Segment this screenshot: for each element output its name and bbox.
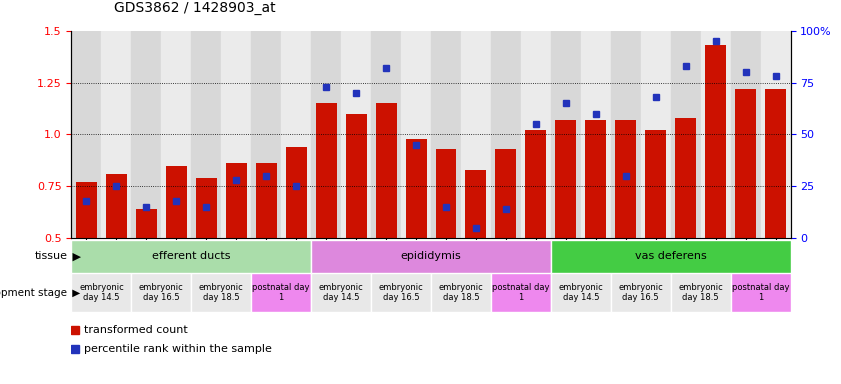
Text: vas deferens: vas deferens xyxy=(635,251,706,262)
Bar xyxy=(106,174,127,238)
Text: postnatal day
1: postnatal day 1 xyxy=(252,283,310,303)
Bar xyxy=(491,31,521,238)
Bar xyxy=(645,130,666,238)
Bar xyxy=(551,240,791,273)
Bar xyxy=(102,31,131,238)
Bar xyxy=(76,182,97,238)
Bar xyxy=(491,273,551,312)
Bar xyxy=(131,31,161,238)
Bar xyxy=(251,31,281,238)
Bar xyxy=(256,164,277,238)
Bar xyxy=(286,147,307,238)
Bar xyxy=(281,31,311,238)
Text: percentile rank within the sample: percentile rank within the sample xyxy=(84,344,272,354)
Bar xyxy=(311,31,341,238)
Bar xyxy=(611,273,670,312)
Text: transformed count: transformed count xyxy=(84,325,188,335)
Bar xyxy=(71,273,131,312)
Text: embryonic
day 18.5: embryonic day 18.5 xyxy=(679,283,723,303)
Bar xyxy=(436,149,457,238)
Bar xyxy=(376,103,397,238)
Bar xyxy=(191,273,251,312)
Bar xyxy=(495,149,516,238)
Bar xyxy=(405,139,426,238)
Bar xyxy=(735,89,756,238)
Bar xyxy=(705,45,726,238)
Text: embryonic
day 14.5: embryonic day 14.5 xyxy=(319,283,363,303)
Bar xyxy=(670,31,701,238)
Bar xyxy=(225,164,246,238)
Bar xyxy=(641,31,670,238)
Bar xyxy=(611,31,641,238)
Bar xyxy=(371,273,431,312)
Bar xyxy=(551,31,581,238)
Bar xyxy=(196,178,217,238)
Bar xyxy=(670,273,731,312)
Bar xyxy=(315,103,336,238)
Bar xyxy=(465,170,486,238)
Bar xyxy=(431,31,461,238)
Bar xyxy=(71,240,311,273)
Bar xyxy=(251,273,311,312)
Bar xyxy=(311,273,371,312)
Text: embryonic
day 14.5: embryonic day 14.5 xyxy=(79,283,124,303)
Text: embryonic
day 18.5: embryonic day 18.5 xyxy=(199,283,244,303)
Bar xyxy=(431,273,491,312)
Bar xyxy=(760,31,791,238)
Text: embryonic
day 16.5: embryonic day 16.5 xyxy=(618,283,663,303)
Text: GDS3862 / 1428903_at: GDS3862 / 1428903_at xyxy=(114,2,275,15)
Bar xyxy=(131,273,191,312)
Bar xyxy=(191,31,221,238)
Text: efferent ducts: efferent ducts xyxy=(152,251,230,262)
Bar xyxy=(311,240,551,273)
Text: epididymis: epididymis xyxy=(400,251,462,262)
Bar xyxy=(221,31,251,238)
Text: ▶: ▶ xyxy=(69,251,81,262)
Bar xyxy=(675,118,696,238)
Bar xyxy=(166,166,187,238)
Bar xyxy=(616,120,637,238)
Text: embryonic
day 18.5: embryonic day 18.5 xyxy=(439,283,484,303)
Bar xyxy=(461,31,491,238)
Bar xyxy=(551,273,611,312)
Bar xyxy=(371,31,401,238)
Bar xyxy=(731,273,791,312)
Bar xyxy=(581,31,611,238)
Bar xyxy=(555,120,576,238)
Text: embryonic
day 16.5: embryonic day 16.5 xyxy=(139,283,183,303)
Text: ▶: ▶ xyxy=(69,288,80,298)
Bar xyxy=(401,31,431,238)
Bar xyxy=(731,31,760,238)
Bar xyxy=(526,130,547,238)
Bar xyxy=(701,31,731,238)
Text: postnatal day
1: postnatal day 1 xyxy=(732,283,790,303)
Text: tissue: tissue xyxy=(34,251,67,262)
Bar xyxy=(346,114,367,238)
Bar xyxy=(521,31,551,238)
Bar xyxy=(765,89,786,238)
Bar xyxy=(136,209,157,238)
Bar xyxy=(161,31,191,238)
Text: postnatal day
1: postnatal day 1 xyxy=(492,283,550,303)
Text: embryonic
day 16.5: embryonic day 16.5 xyxy=(378,283,423,303)
Text: embryonic
day 14.5: embryonic day 14.5 xyxy=(558,283,603,303)
Bar xyxy=(585,120,606,238)
Text: development stage: development stage xyxy=(0,288,67,298)
Bar xyxy=(71,31,102,238)
Bar xyxy=(341,31,371,238)
